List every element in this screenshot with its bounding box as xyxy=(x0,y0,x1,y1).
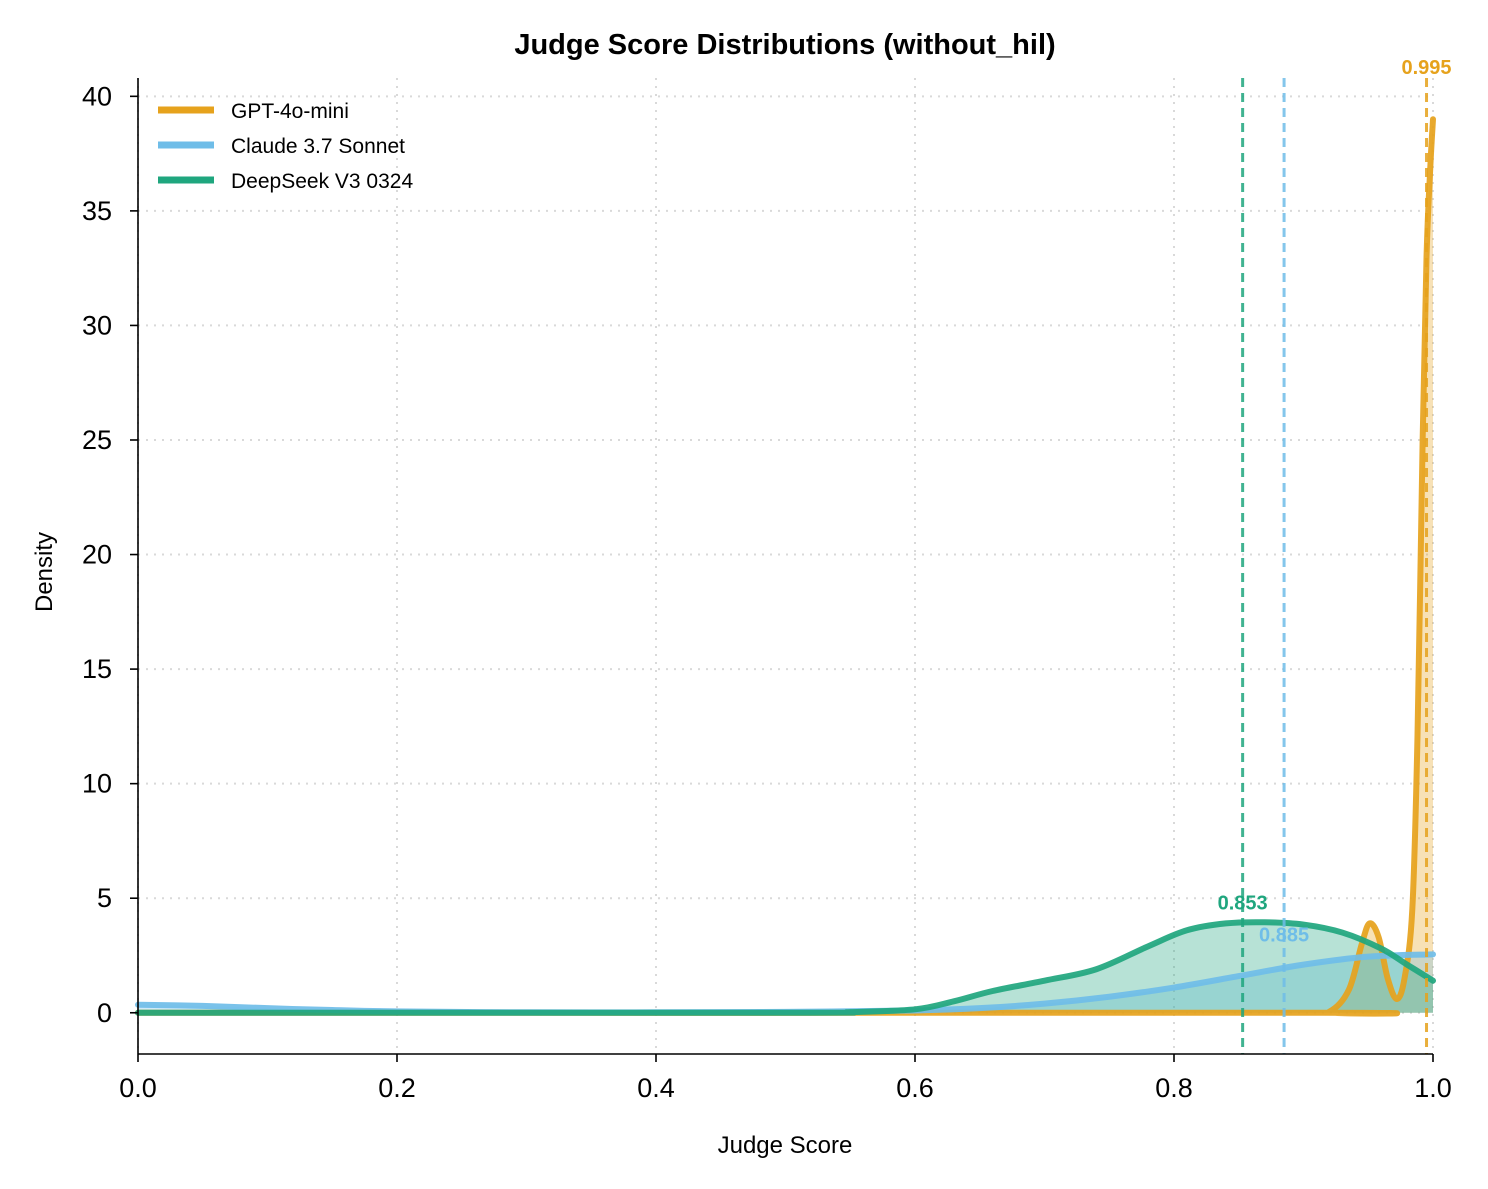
y-tick-label: 5 xyxy=(97,883,112,913)
y-tick-label: 10 xyxy=(82,769,112,799)
density-line-0 xyxy=(135,116,1436,1017)
legend-label-2: DeepSeek V3 0324 xyxy=(231,170,413,193)
tick-labels: 0.0 0.2 0.4 0.6 0.8 1.0 0 5 10 15 20 25 30 35 40 xyxy=(82,81,1452,1103)
mean-label-1: 0.885 xyxy=(1259,925,1309,947)
legend-label-0: GPT-4o-mini xyxy=(231,100,349,123)
x-tick-label: 0.2 xyxy=(378,1073,416,1103)
chart-title: Judge Score Distributions (without_hil) xyxy=(514,29,1055,61)
x-tick-label: 0.6 xyxy=(896,1073,934,1103)
y-tick-label: 25 xyxy=(82,425,112,455)
y-tick-label: 0 xyxy=(97,998,112,1028)
density-fills xyxy=(138,119,1433,1014)
mean-label-2: 0.853 xyxy=(1218,893,1268,915)
legend: GPT-4o-mini Claude 3.7 Sonnet DeepSeek V3 … xyxy=(158,100,413,193)
y-tick-label: 35 xyxy=(82,196,112,226)
y-tick-label: 30 xyxy=(82,310,112,340)
density-fill-2 xyxy=(138,922,1433,1013)
x-tick-label: 0.0 xyxy=(119,1073,157,1103)
density-line-2 xyxy=(135,919,1436,1016)
axes xyxy=(130,78,1434,1062)
y-tick-label: 20 xyxy=(82,540,112,570)
mean-lines: 0.995 0.885 0.853 xyxy=(1218,57,1452,1054)
density-lines xyxy=(135,116,1436,1017)
y-tick-label: 40 xyxy=(82,81,112,111)
y-axis-label: Density xyxy=(31,532,58,612)
x-tick-label: 1.0 xyxy=(1414,1073,1452,1103)
x-axis-label: Judge Score xyxy=(718,1132,853,1159)
mean-label-0: 0.995 xyxy=(1401,57,1451,79)
y-tick-label: 15 xyxy=(82,654,112,684)
x-tick-label: 0.4 xyxy=(637,1073,675,1103)
density-fill-0 xyxy=(138,119,1433,1014)
legend-label-1: Claude 3.7 Sonnet xyxy=(231,135,405,158)
x-tick-label: 0.8 xyxy=(1155,1073,1193,1103)
